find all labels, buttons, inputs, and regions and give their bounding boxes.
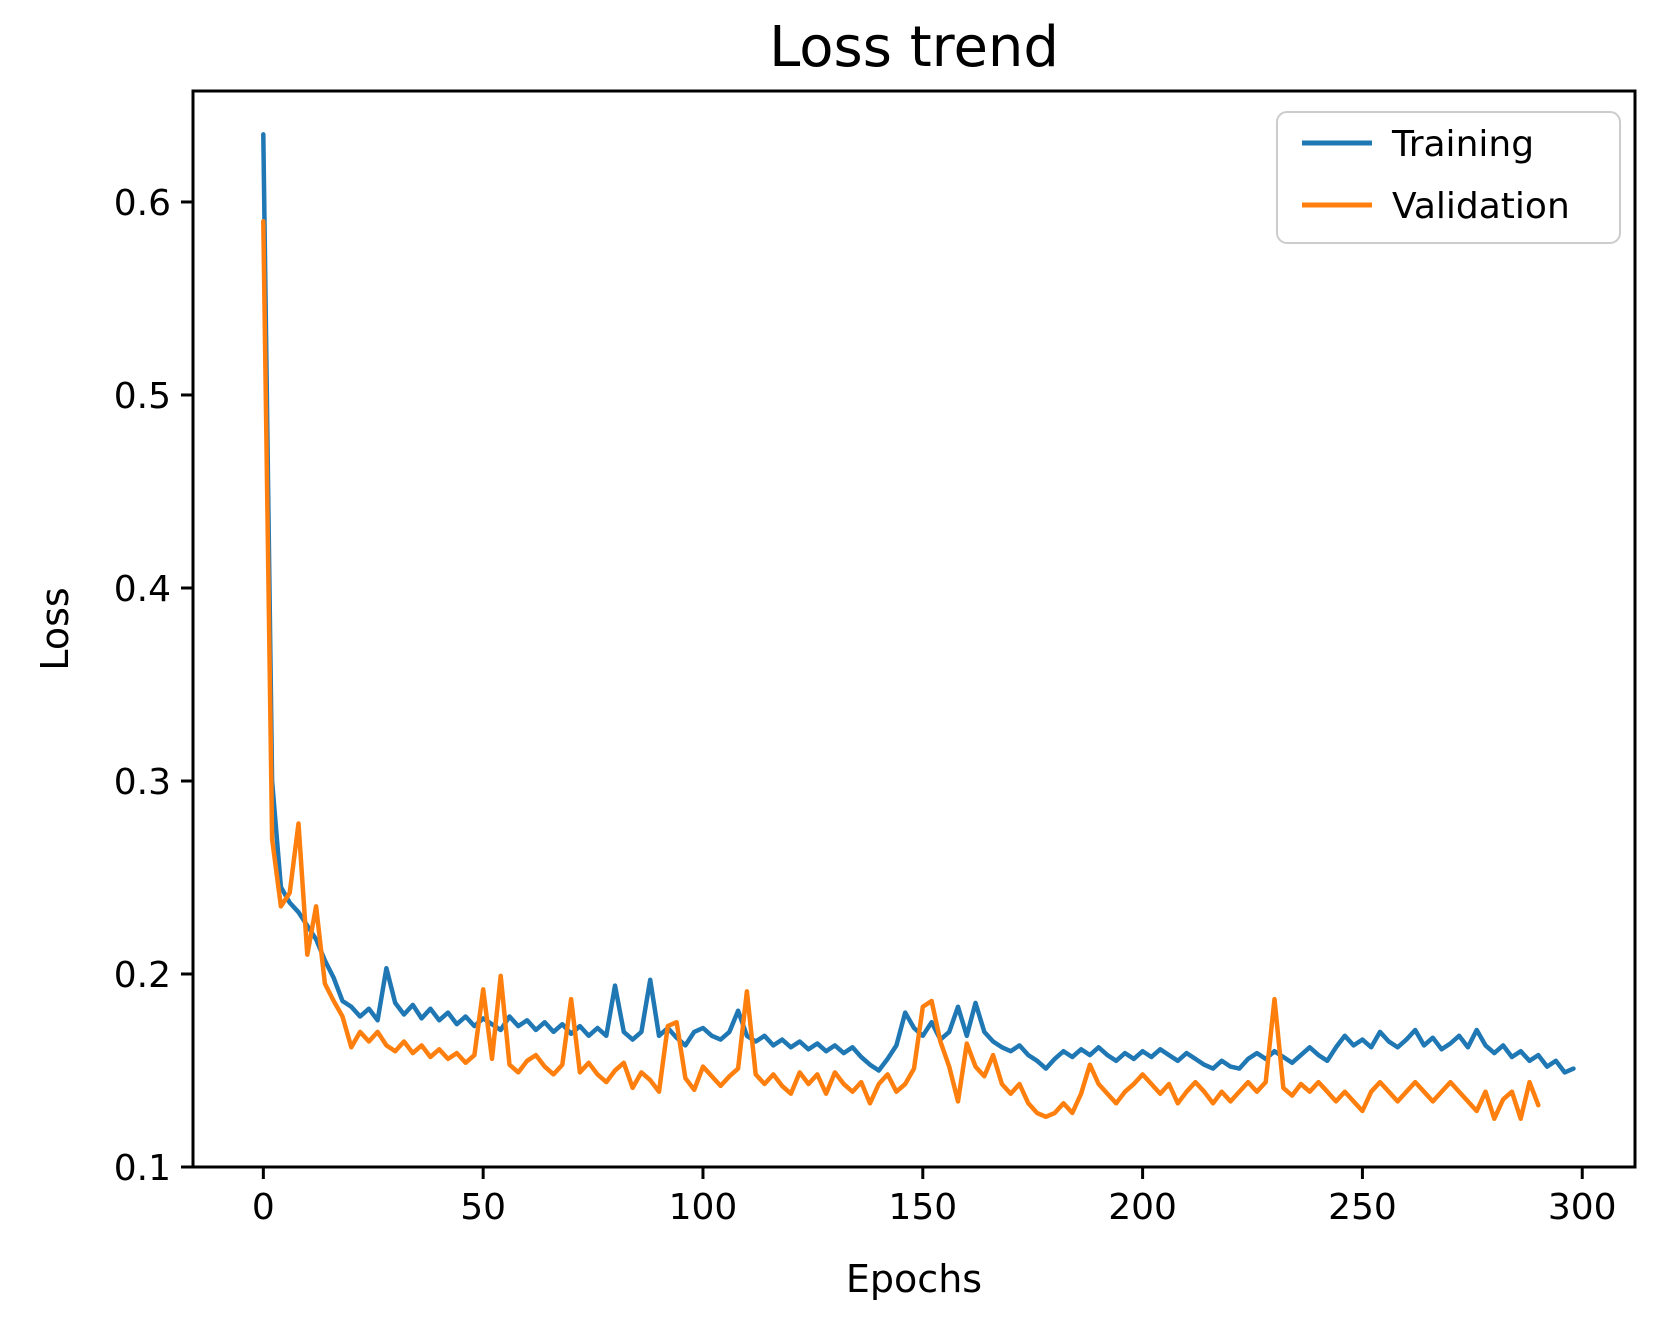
x-tick-label: 150: [888, 1187, 957, 1228]
x-tick-label: 100: [669, 1187, 738, 1228]
legend-label-validation: Validation: [1392, 186, 1570, 227]
x-axis-label: Epochs: [846, 1257, 982, 1301]
data-lines: [261, 132, 1576, 1121]
series-line-training: [261, 132, 1576, 1075]
x-tick-label: 250: [1328, 1187, 1397, 1228]
chart-title: Loss trend: [769, 15, 1059, 80]
y-tick-label: 0.3: [114, 762, 171, 803]
y-tick-label: 0.1: [114, 1148, 171, 1189]
legend-label-training: Training: [1391, 124, 1534, 165]
y-tick-label: 0.5: [114, 376, 171, 417]
x-tick-label: 0: [252, 1187, 275, 1228]
axis-ticks: 0 50 100 150 200 250 300 0.1 0.2 0.3 0.4 0.5 0.6: [114, 183, 1617, 1228]
x-tick-label: 50: [460, 1187, 506, 1228]
plot-area-border: [191, 89, 1637, 1169]
series-line-validation: [261, 219, 1541, 1121]
y-axis-label: Loss: [33, 587, 77, 670]
y-tick-label: 0.4: [114, 569, 171, 610]
x-tick-label: 200: [1108, 1187, 1177, 1228]
y-tick-label: 0.2: [114, 955, 171, 996]
y-tick-label: 0.6: [114, 183, 171, 224]
x-tick-label: 300: [1548, 1187, 1617, 1228]
legend: Training Validation: [1276, 111, 1621, 244]
